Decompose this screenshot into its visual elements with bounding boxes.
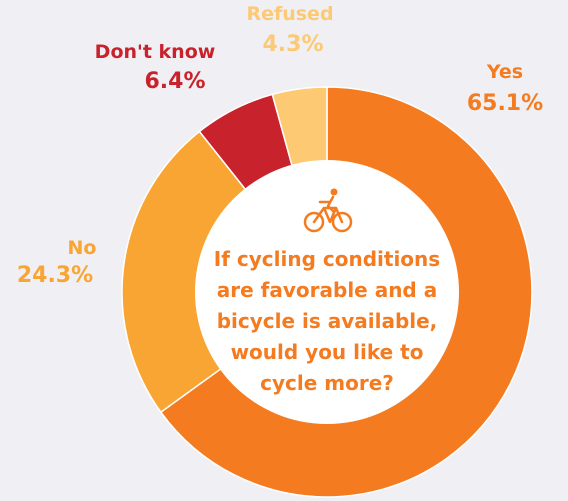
category-label: Don't know [95, 41, 216, 63]
question: If cycling conditions are favorable and a… [214, 247, 440, 395]
category-label: Yes [486, 61, 523, 83]
value-label: 4.3% [262, 32, 323, 57]
labels: Yes 65.1% No 24.3% Don't know 6.4% Refused 4.3% [17, 3, 543, 288]
category-label: No [68, 237, 97, 259]
question-line: If cycling conditions [214, 247, 440, 271]
value-label: 24.3% [17, 263, 93, 288]
slices [121, 86, 533, 498]
question-line: would you like to [231, 340, 424, 364]
question-line: are favorable and a [217, 278, 437, 302]
question-line: bicycle is available, [217, 309, 438, 333]
question-line: cycle more? [260, 371, 394, 395]
donut-hole [195, 160, 459, 424]
bicycle-icon [303, 188, 353, 233]
value-label: 65.1% [467, 91, 543, 116]
category-label: Refused [246, 3, 333, 25]
value-label: 6.4% [144, 69, 205, 94]
